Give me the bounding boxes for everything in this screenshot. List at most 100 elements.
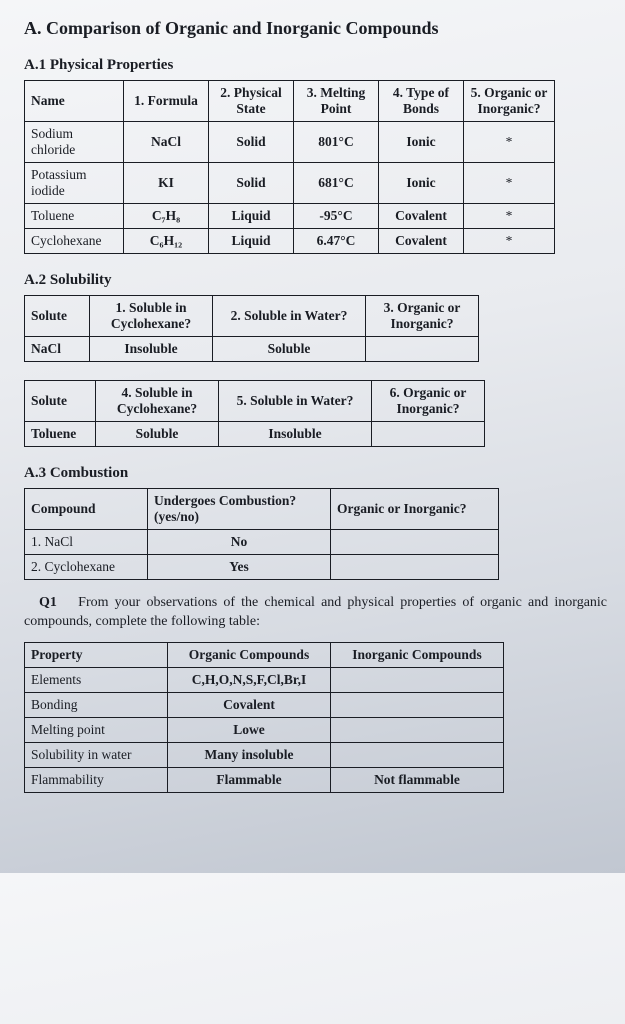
cell-formula: C₆H₁₂: [124, 229, 209, 254]
mp-text: 6.47°C: [317, 233, 356, 248]
cell-oi: *: [464, 122, 555, 163]
cell-property: Bonding: [25, 692, 168, 717]
col-mp-l2: Point: [321, 101, 352, 116]
table-row: Flammability Flammable Not flammable: [25, 767, 504, 792]
formula-text: C₆H₁₂: [150, 233, 182, 248]
table-row: Toluene C₇H₈ Liquid -95°C Covalent *: [25, 204, 555, 229]
cell-name: Toluene: [25, 204, 124, 229]
label-l2: Inorganic?: [396, 401, 459, 416]
table-solubility-1: Solute 1. Soluble in Cyclohexane? 2. Sol…: [24, 295, 479, 362]
cell-formula: C₇H₈: [124, 204, 209, 229]
subheading-a2: A.2 Solubility: [24, 272, 607, 289]
cell-property: Melting point: [25, 717, 168, 742]
cy-text: Soluble: [136, 426, 179, 441]
cell-compound: 2. Cyclohexane: [25, 555, 148, 580]
org-text: Covalent: [223, 697, 275, 712]
cell-name: Potassium iodide: [25, 163, 124, 204]
col-bond-l1: 4. Type of: [393, 85, 449, 100]
table-row: Solute 4. Soluble in Cyclohexane? 5. Sol…: [25, 381, 485, 422]
cell-oi: *: [464, 163, 555, 204]
cell-oi: *: [464, 204, 555, 229]
bond-text: Covalent: [395, 208, 447, 223]
cell-property: Flammability: [25, 767, 168, 792]
table-row: 2. Cyclohexane Yes: [25, 555, 499, 580]
cell-cy: Insoluble: [90, 337, 213, 362]
col-oi: 3. Organic or Inorganic?: [366, 296, 479, 337]
cell-state: Liquid: [209, 229, 294, 254]
col-state: 2. Physical State: [209, 81, 294, 122]
label-l1: 1. Soluble in: [116, 300, 187, 315]
table-row: Compound Undergoes Combustion? (yes/no) …: [25, 489, 499, 530]
label-l1: Undergoes Combustion?: [154, 493, 296, 508]
cell-inorganic: [331, 742, 504, 767]
cell-state: Solid: [209, 122, 294, 163]
cell-inorganic: [331, 667, 504, 692]
cell-organic: C,H,O,N,S,F,Cl,Br,I: [168, 667, 331, 692]
cell-mp: -95°C: [294, 204, 379, 229]
table-row: Cyclohexane C₆H₁₂ Liquid 6.47°C Covalent…: [25, 229, 555, 254]
label-l1: 6. Organic or: [390, 385, 467, 400]
question-q1: Q1 From your observations of the chemica…: [24, 594, 607, 632]
cell-bond: Covalent: [379, 204, 464, 229]
formula-text: NaCl: [151, 134, 181, 149]
org-text: Flammable: [216, 772, 281, 787]
cell-comb: Yes: [148, 555, 331, 580]
org-text: Lowe: [233, 722, 265, 737]
label-l1: 3. Organic or: [384, 300, 461, 315]
col-oi: 5. Organic or Inorganic?: [464, 81, 555, 122]
col-state-l2: State: [236, 101, 265, 116]
col-combustion: Undergoes Combustion? (yes/no): [148, 489, 331, 530]
comb-text: No: [231, 534, 248, 549]
cell-wa: Insoluble: [219, 422, 372, 447]
cell-mp: 681°C: [294, 163, 379, 204]
formula-text: C₇H₈: [152, 208, 180, 223]
col-state-l1: 2. Physical: [220, 85, 282, 100]
col-compound: Compound: [25, 489, 148, 530]
table-row: Potassium iodide KI Solid 681°C Ionic *: [25, 163, 555, 204]
mp-text: 801°C: [318, 134, 353, 149]
state-text: Liquid: [231, 208, 270, 223]
cell-state: Liquid: [209, 204, 294, 229]
col-oi-l1: 5. Organic or: [471, 85, 548, 100]
cell-oi: [331, 530, 499, 555]
cell-oi: [372, 422, 485, 447]
cell-oi: *: [464, 229, 555, 254]
col-mp-l1: 3. Melting: [307, 85, 366, 100]
org-text: Many insoluble: [205, 747, 294, 762]
cell-inorganic: [331, 717, 504, 742]
solute-text: NaCl: [31, 341, 61, 356]
cell-comb: No: [148, 530, 331, 555]
bond-text: Ionic: [406, 175, 435, 190]
table-row: 1. NaCl No: [25, 530, 499, 555]
table-combustion: Compound Undergoes Combustion? (yes/no) …: [24, 488, 499, 580]
cell-mp: 6.47°C: [294, 229, 379, 254]
cell-organic: Flammable: [168, 767, 331, 792]
cell-bond: Ionic: [379, 163, 464, 204]
cell-inorganic: [331, 692, 504, 717]
label-l2: Cyclohexane?: [117, 401, 197, 416]
cell-state: Solid: [209, 163, 294, 204]
col-solute: Solute: [25, 296, 90, 337]
bond-text: Ionic: [406, 134, 435, 149]
col-oi-l2: Inorganic?: [477, 101, 540, 116]
table-row: Property Organic Compounds Inorganic Com…: [25, 642, 504, 667]
table-row: Elements C,H,O,N,S,F,Cl,Br,I: [25, 667, 504, 692]
state-text: Solid: [236, 134, 265, 149]
cell-property: Solubility in water: [25, 742, 168, 767]
cell-name: Sodium chloride: [25, 122, 124, 163]
cy-text: Insoluble: [124, 341, 177, 356]
state-text: Solid: [236, 175, 265, 190]
col-cyclohexane: 4. Soluble in Cyclohexane?: [96, 381, 219, 422]
table-row: Solubility in water Many insoluble: [25, 742, 504, 767]
label-l2: Cyclohexane?: [111, 316, 191, 331]
section-a-title: A. Comparison of Organic and Inorganic C…: [24, 18, 607, 39]
table-row: Solute 1. Soluble in Cyclohexane? 2. Sol…: [25, 296, 479, 337]
cell-bond: Covalent: [379, 229, 464, 254]
cell-name: Cyclohexane: [25, 229, 124, 254]
cell-compound: 1. NaCl: [25, 530, 148, 555]
q1-text: From your observations of the chemical a…: [24, 595, 607, 629]
table-solubility-2: Solute 4. Soluble in Cyclohexane? 5. Sol…: [24, 380, 485, 447]
label-l2: Inorganic?: [390, 316, 453, 331]
cell-organic: Covalent: [168, 692, 331, 717]
comb-text: Yes: [229, 559, 249, 574]
